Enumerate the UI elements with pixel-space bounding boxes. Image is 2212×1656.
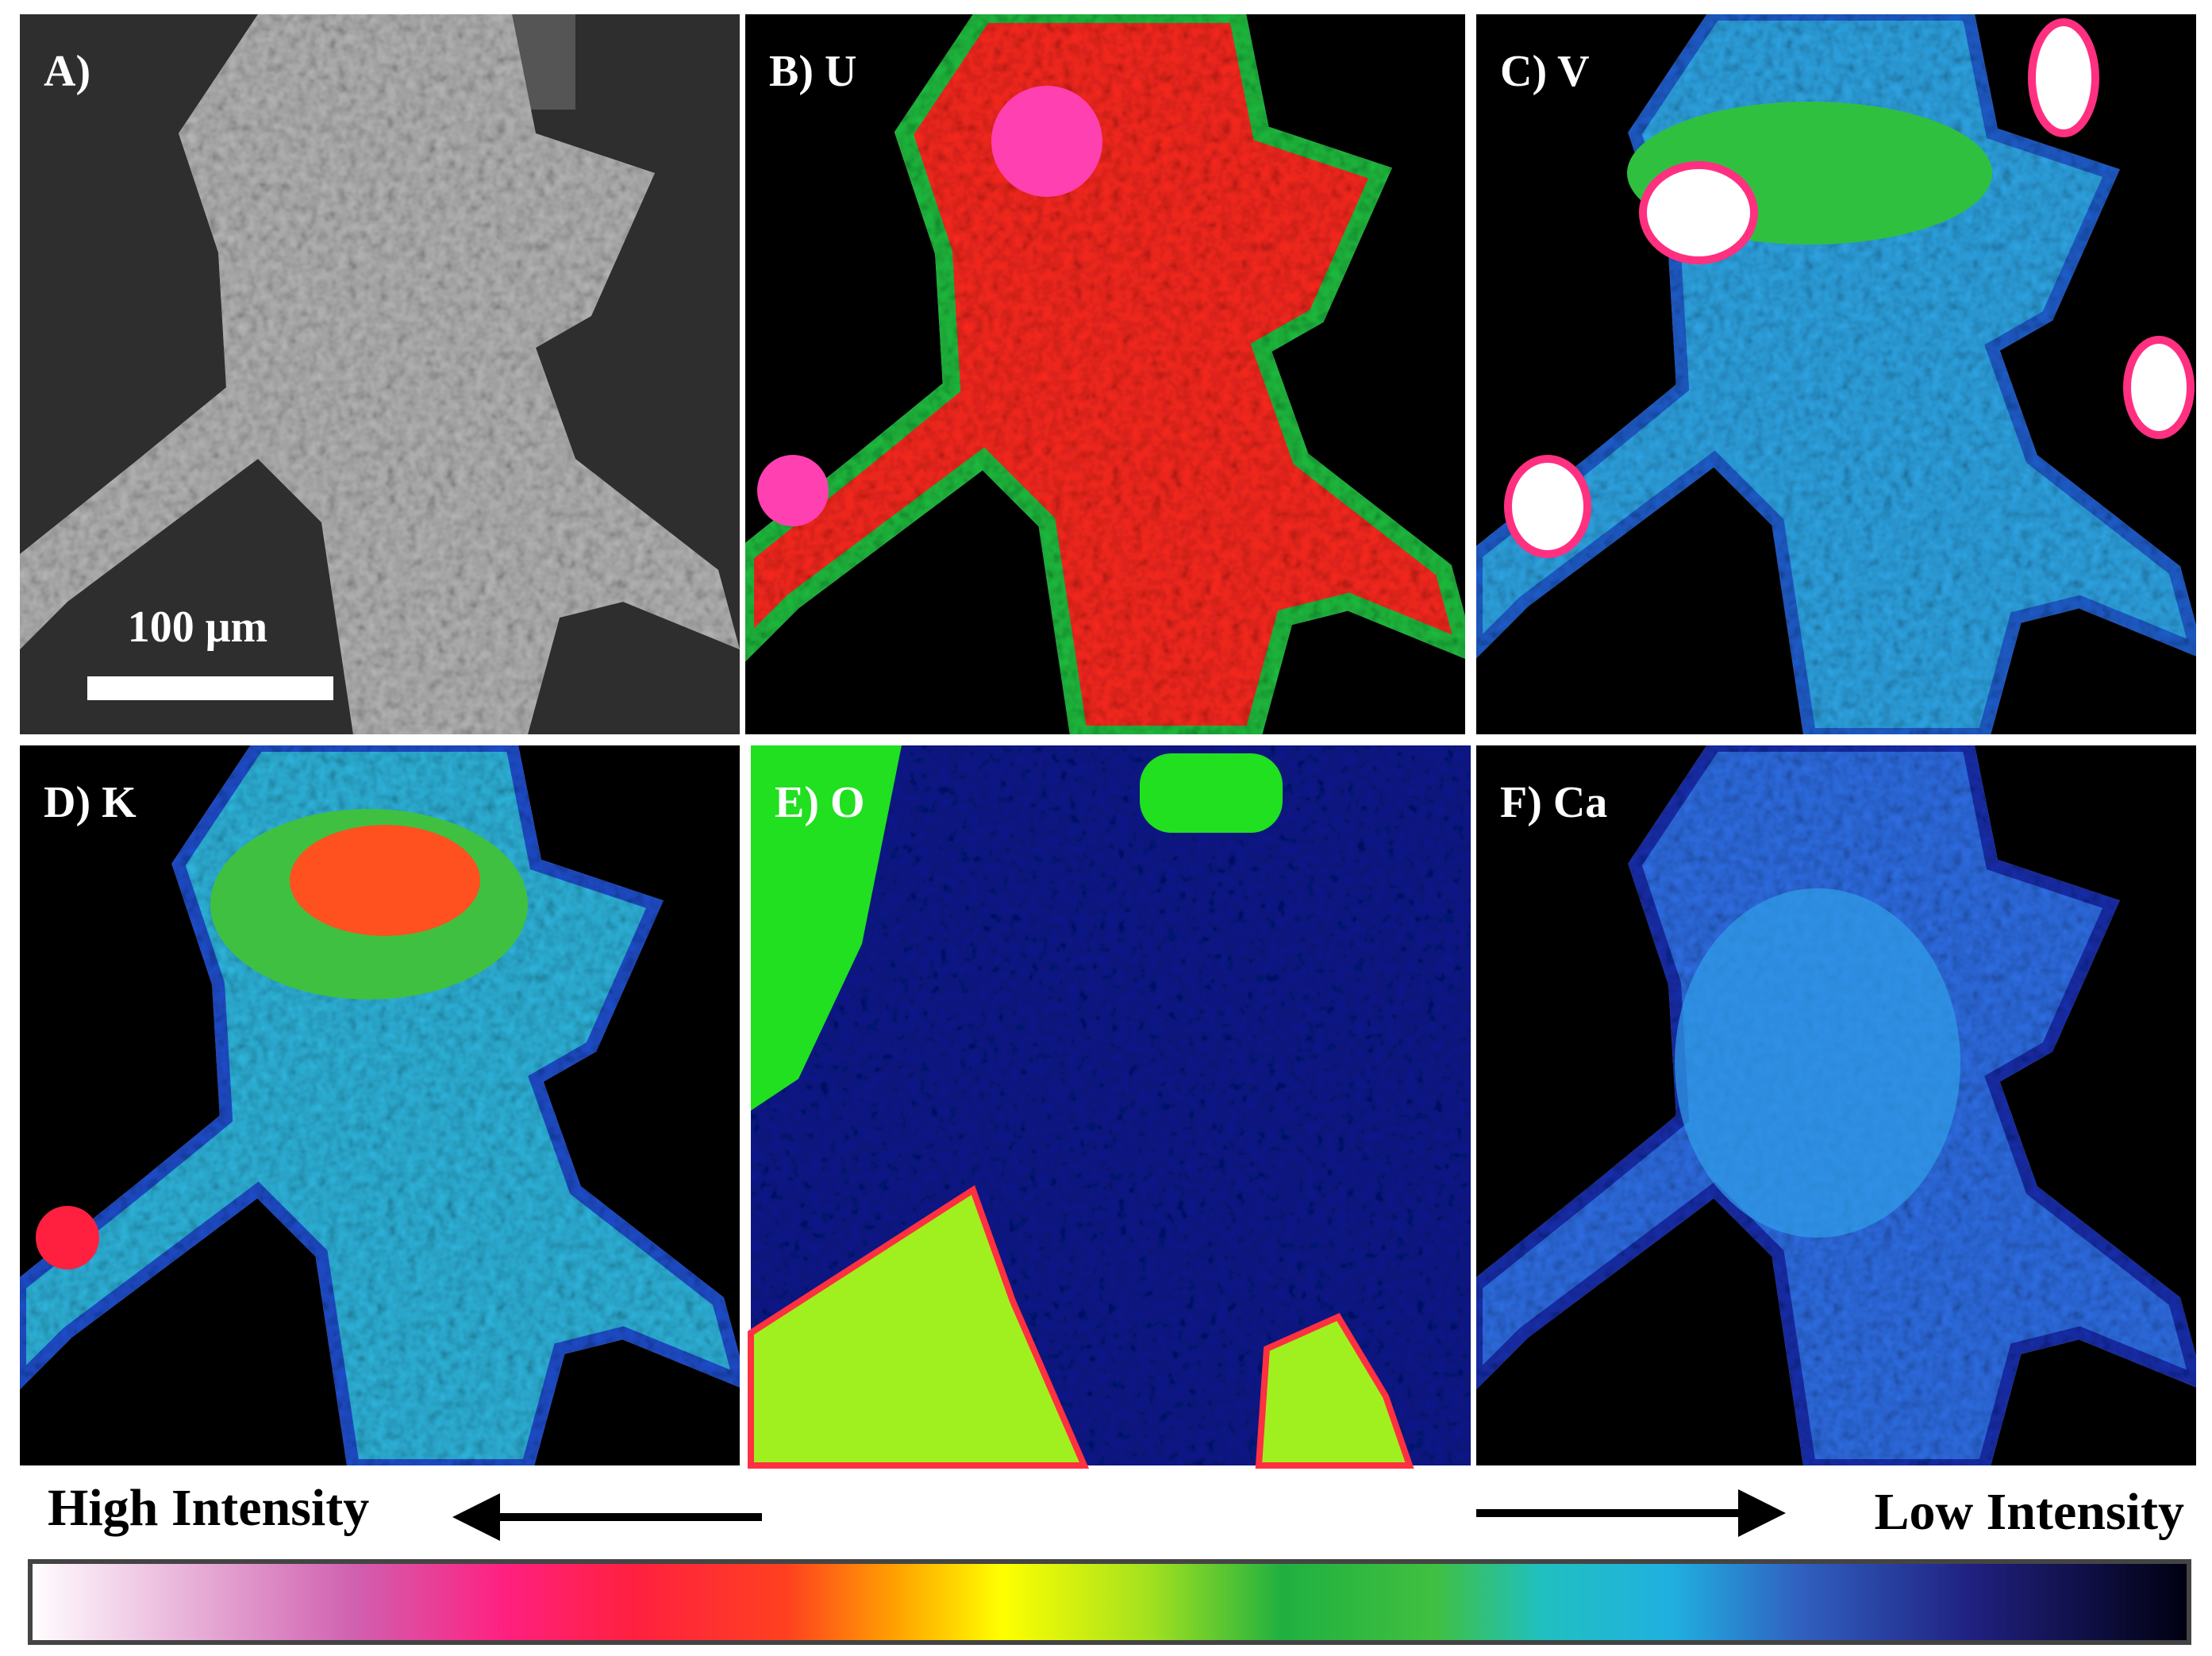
color-bar [28,1559,2191,1645]
panel-label: F) Ca [1500,778,1607,827]
panel-f: F) Ca [1476,745,2196,1465]
scale-bar-label: 100 μm [128,603,267,652]
panel-a: 100 μm A) [20,14,740,734]
panel-b: B) U [745,14,1465,734]
panel-c: C) V [1476,14,2196,734]
panel-label: B) U [769,47,856,96]
low-intensity-label: Low Intensity [1874,1483,2184,1541]
panel-d: D) K [20,745,740,1465]
panel-label: E) O [775,778,865,827]
high-intensity-label: High Intensity [48,1479,369,1537]
panel-label: C) V [1500,47,1590,96]
panel-e: E) O [748,745,1471,1469]
panel-label: D) K [44,778,137,827]
panel-label: A) [44,47,90,96]
